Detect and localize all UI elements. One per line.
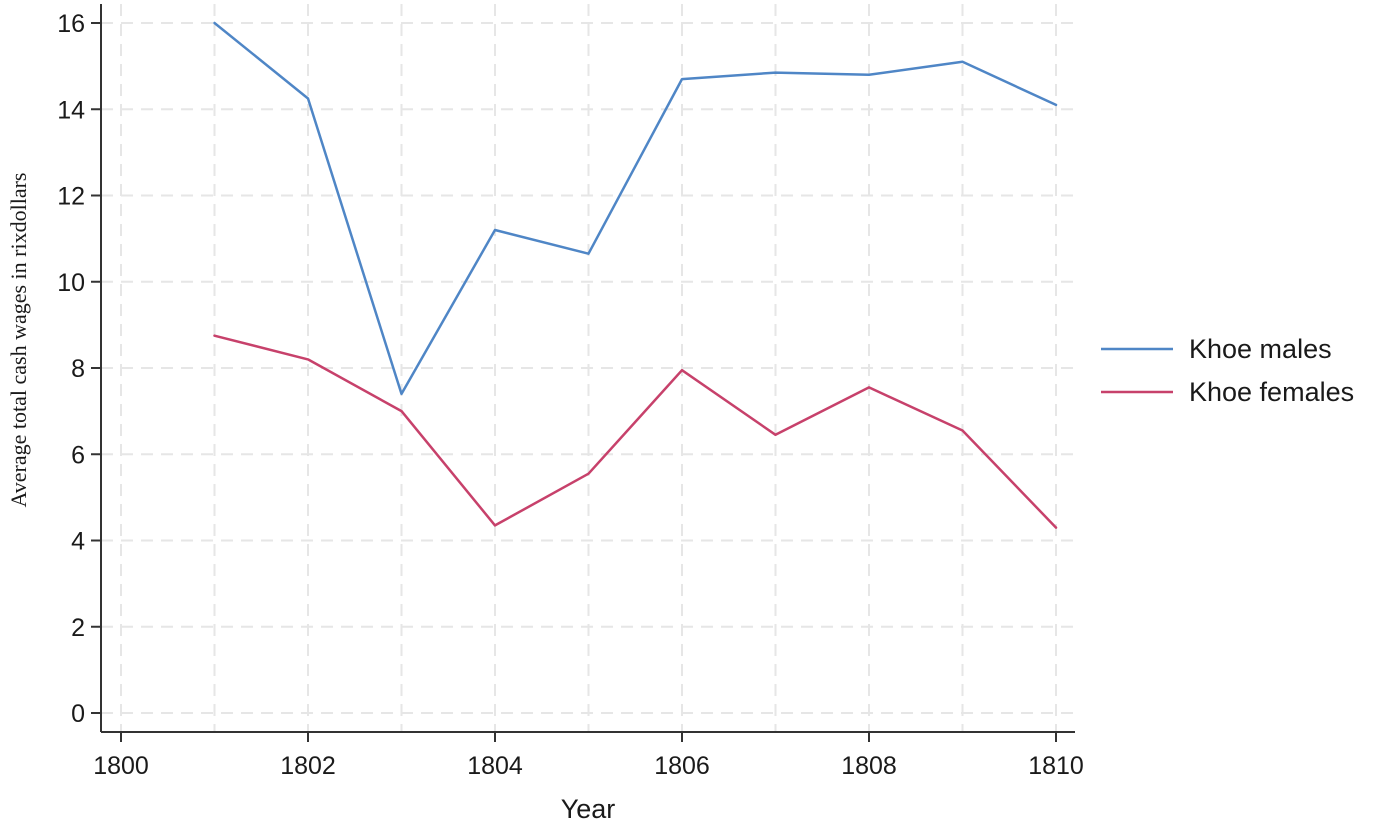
y-axis-title: Average total cash wages in rixdollars <box>6 173 31 508</box>
y-tick-label: 12 <box>57 183 85 211</box>
x-tick-label: 1804 <box>467 752 523 780</box>
x-tick-label: 1800 <box>93 752 149 780</box>
series-line-khoe-females <box>213 334 1058 529</box>
legend-label-khoe-females: Khoe females <box>1189 377 1354 407</box>
y-tick-label: 0 <box>71 700 85 728</box>
y-tick-label: 14 <box>57 96 85 124</box>
series-lines <box>213 21 1058 529</box>
x-tick-label: 1810 <box>1028 752 1084 780</box>
x-tick-label: 1802 <box>280 752 336 780</box>
gridlines <box>101 4 1075 732</box>
y-tick-label: 2 <box>71 614 85 642</box>
legend: Khoe males Khoe females <box>1101 334 1354 407</box>
legend-label-khoe-males: Khoe males <box>1189 334 1332 364</box>
y-tick-label: 10 <box>57 269 85 297</box>
y-tick-label: 8 <box>71 355 85 383</box>
x-axis-ticks: 1800 1802 1804 1806 1808 1810 <box>93 732 1084 780</box>
y-tick-label: 16 <box>57 10 85 38</box>
y-axis-ticks: 0 2 4 6 8 10 12 14 16 <box>57 10 101 728</box>
x-axis-title: Year <box>561 794 616 824</box>
x-tick-label: 1806 <box>654 752 710 780</box>
x-tick-label: 1808 <box>841 752 897 780</box>
y-tick-label: 6 <box>71 441 85 469</box>
y-tick-label: 4 <box>71 528 85 556</box>
series-line-khoe-males <box>213 21 1058 396</box>
